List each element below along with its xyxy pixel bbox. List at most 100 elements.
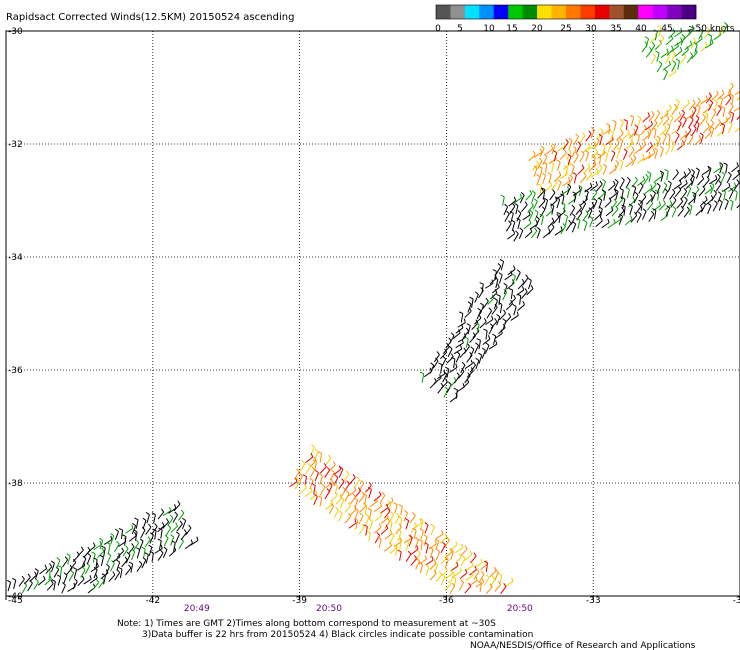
wind-barb bbox=[125, 567, 132, 576]
wind-barb bbox=[717, 93, 725, 100]
wind-barb bbox=[162, 549, 168, 558]
wind-barb-flag bbox=[381, 491, 386, 496]
wind-barb bbox=[528, 280, 532, 290]
wind-barb-flag bbox=[552, 189, 556, 193]
wind-barb-flag bbox=[470, 346, 475, 350]
wind-barb-flag bbox=[447, 381, 452, 385]
wind-barb-flag bbox=[359, 512, 364, 517]
wind-barb bbox=[449, 367, 458, 373]
wind-barb bbox=[607, 143, 612, 153]
wind-barb bbox=[620, 161, 624, 171]
wind-barb bbox=[51, 563, 55, 572]
wind-barb-flag bbox=[42, 575, 46, 580]
wind-barb bbox=[542, 156, 548, 165]
wind-barb-flag bbox=[183, 529, 187, 533]
wind-barb-flag bbox=[413, 522, 418, 526]
wind-barb bbox=[628, 131, 636, 139]
wind-barb-flag bbox=[182, 517, 186, 521]
wind-barb-flag bbox=[115, 528, 119, 532]
wind-barb bbox=[656, 185, 661, 195]
wind-barb-flag bbox=[360, 480, 365, 484]
wind-barb bbox=[399, 540, 402, 550]
wind-barb-flag bbox=[600, 217, 603, 222]
wind-barb-flag bbox=[331, 469, 335, 474]
wind-barb-flag bbox=[718, 96, 723, 100]
wind-barb-flag bbox=[660, 172, 663, 177]
wind-barb-flag bbox=[542, 161, 548, 165]
wind-barb bbox=[325, 457, 332, 466]
wind-barb-flag bbox=[341, 478, 345, 482]
wind-barb bbox=[705, 42, 714, 49]
wind-barb bbox=[324, 491, 330, 500]
wind-barb bbox=[585, 191, 589, 201]
wind-barb bbox=[518, 230, 524, 239]
wind-barb bbox=[674, 40, 683, 47]
wind-barb bbox=[324, 482, 333, 489]
wind-barb bbox=[488, 326, 494, 335]
wind-barb-flag bbox=[387, 507, 391, 512]
wind-barb bbox=[125, 527, 134, 534]
y-tick-label: -32 bbox=[8, 140, 23, 150]
wind-barb bbox=[146, 514, 150, 524]
wind-barb bbox=[680, 56, 687, 64]
wind-barb-flag bbox=[99, 540, 102, 545]
wind-barb bbox=[80, 569, 86, 578]
wind-barb-flag bbox=[149, 550, 154, 554]
wind-barb bbox=[93, 544, 102, 551]
wind-barb bbox=[582, 146, 591, 153]
wind-barb bbox=[124, 536, 127, 546]
wind-barb bbox=[455, 327, 464, 334]
wind-barb-flag bbox=[723, 162, 728, 166]
wind-barb bbox=[656, 52, 660, 62]
wind-barb-flag bbox=[601, 189, 606, 193]
wind-barb bbox=[107, 544, 111, 554]
wind-barb bbox=[145, 526, 152, 535]
wind-barb-flag bbox=[413, 555, 418, 559]
legend-swatch bbox=[522, 5, 538, 19]
wind-barb bbox=[178, 512, 185, 521]
wind-barb-flag bbox=[311, 466, 316, 470]
wind-barb bbox=[479, 321, 487, 329]
wind-barb bbox=[405, 553, 412, 563]
wind-barb-flag bbox=[418, 539, 423, 542]
wind-barb-flag bbox=[582, 200, 586, 204]
wind-barb bbox=[423, 536, 428, 546]
wind-barb-flag bbox=[639, 182, 644, 187]
wind-barb bbox=[458, 582, 465, 591]
wind-barb bbox=[493, 300, 499, 310]
wind-barb-flag bbox=[666, 115, 670, 120]
wind-barb-flag bbox=[580, 150, 585, 155]
wind-barb-flag bbox=[167, 524, 172, 529]
wind-barb-flag bbox=[296, 468, 300, 473]
wind-barb bbox=[728, 124, 733, 134]
legend-swatch bbox=[652, 5, 668, 19]
wind-barb-flag bbox=[419, 519, 422, 524]
wind-barb-flag bbox=[557, 179, 562, 183]
wind-barb bbox=[648, 152, 656, 160]
wind-barb bbox=[636, 135, 640, 145]
wind-barb bbox=[158, 540, 162, 550]
wind-barb-flag bbox=[397, 528, 402, 532]
wind-barb-flag bbox=[606, 123, 611, 126]
wind-barb-flag bbox=[632, 154, 637, 159]
wind-barb-flag bbox=[524, 288, 528, 293]
wind-barb-flag bbox=[572, 221, 577, 225]
wind-barb bbox=[182, 520, 187, 530]
wind-barb bbox=[528, 212, 534, 222]
wind-barb bbox=[681, 191, 688, 199]
wind-barb bbox=[473, 571, 480, 580]
wind-barb bbox=[139, 541, 144, 550]
wind-barb-flag bbox=[455, 363, 458, 368]
wind-barb-flag bbox=[598, 209, 602, 214]
wind-barb-flag bbox=[475, 342, 479, 346]
wind-barb-flag bbox=[585, 210, 589, 214]
wind-barb bbox=[178, 540, 185, 550]
wind-barb bbox=[521, 204, 528, 212]
wind-barb bbox=[338, 512, 343, 522]
wind-barb-flag bbox=[594, 140, 597, 145]
wind-barb bbox=[562, 142, 569, 150]
wind-barb-flag bbox=[352, 473, 356, 478]
wind-barb-flag bbox=[578, 204, 582, 209]
wind-barb-flag bbox=[468, 582, 472, 587]
wind-barb bbox=[437, 373, 446, 379]
